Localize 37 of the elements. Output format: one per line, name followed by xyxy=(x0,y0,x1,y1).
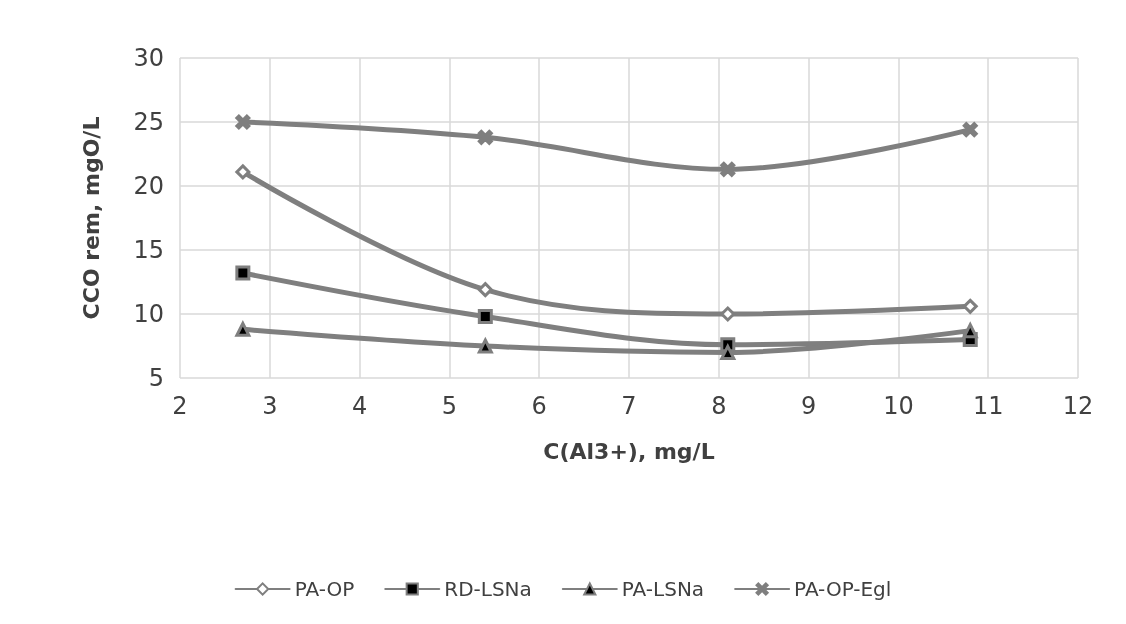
x-tick-label: 10 xyxy=(883,392,914,420)
legend-label: PA-OP-Egl xyxy=(794,577,892,601)
point xyxy=(235,265,251,281)
point xyxy=(962,122,978,138)
point xyxy=(477,129,493,145)
y-tick-label: 25 xyxy=(133,108,164,136)
point xyxy=(720,306,736,322)
x-tick-label: 5 xyxy=(441,392,458,420)
x-tick-label: 11 xyxy=(972,392,1004,420)
point xyxy=(235,114,251,130)
x-axis-title: C(Al3+), mg/L xyxy=(543,438,715,464)
legend-label: PA-OP xyxy=(294,577,355,601)
y-tick-label: 15 xyxy=(133,236,164,264)
x-tick-label: 3 xyxy=(262,392,278,420)
y-tick-label: 10 xyxy=(133,300,164,328)
x-tick-label: 8 xyxy=(711,392,727,420)
point xyxy=(235,321,251,337)
point xyxy=(720,161,736,177)
x-tick-label: 6 xyxy=(531,392,547,420)
x-tick-label: 9 xyxy=(800,392,817,420)
point xyxy=(477,282,493,298)
point xyxy=(477,309,493,325)
y-tick-label: 30 xyxy=(133,44,164,72)
legend-label: RD-LSNa xyxy=(444,577,532,601)
x-tick-label: 12 xyxy=(1062,392,1094,420)
point xyxy=(235,164,251,180)
y-tick-label: 5 xyxy=(148,364,164,392)
y-axis-title: CCO rem, mgO/L xyxy=(78,116,104,320)
point xyxy=(720,344,736,360)
point xyxy=(962,323,978,339)
x-tick-label: 7 xyxy=(621,392,637,420)
point xyxy=(962,298,978,314)
legend-label: PA-LSNa xyxy=(621,577,705,601)
point xyxy=(477,338,493,354)
y-tick-label: 20 xyxy=(133,172,164,200)
x-tick-label: 4 xyxy=(351,392,368,420)
x-tick-label: 2 xyxy=(172,392,188,420)
